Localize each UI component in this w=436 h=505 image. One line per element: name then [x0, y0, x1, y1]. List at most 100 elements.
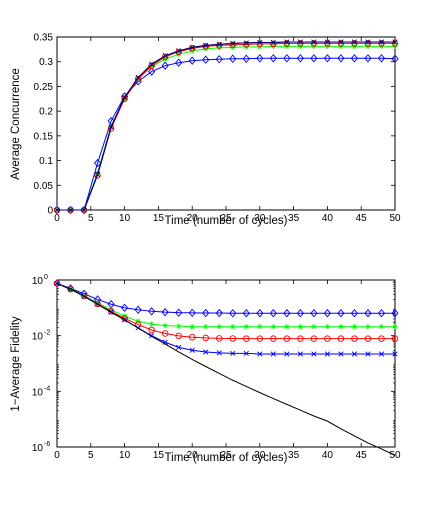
- data-point-circle: [310, 40, 318, 47]
- data-point-star: [230, 324, 236, 330]
- data-point-star: [270, 324, 276, 330]
- data-point-x: [392, 351, 398, 357]
- data-point-diamond: [391, 54, 399, 63]
- data-point-circle: [161, 53, 169, 61]
- x-tick-label: 40: [322, 213, 334, 224]
- data-point-circle: [134, 75, 142, 83]
- data-point-x: [378, 39, 385, 45]
- data-point-diamond: [66, 205, 75, 215]
- data-point-x: [176, 344, 182, 350]
- data-point-diamond: [134, 305, 142, 314]
- x-tick-label: 20: [187, 213, 199, 224]
- series-1: [54, 43, 398, 213]
- data-point-x: [324, 39, 331, 45]
- data-point-x: [203, 349, 209, 355]
- y-tick-label: 0.15: [34, 131, 54, 142]
- data-point-diamond: [256, 54, 264, 63]
- data-point-star: [351, 324, 358, 330]
- fidelity-axes-frame: [56, 279, 396, 448]
- concurrence-y-ticks: 0 0.05 0.1 0.15 0.2 0.25 0.3 0.35: [34, 33, 395, 217]
- y-tick-label: 0.05: [34, 181, 54, 192]
- data-point-circle: [391, 335, 399, 342]
- data-point-circle: [337, 40, 345, 47]
- series-4: [56, 283, 396, 456]
- data-point-x: [216, 350, 222, 356]
- x-tick-label: 5: [88, 213, 94, 224]
- data-point-x: [311, 351, 317, 357]
- data-point-star: [216, 324, 222, 330]
- data-point-circle: [270, 335, 277, 342]
- data-point-circle: [391, 40, 399, 47]
- data-point-circle: [256, 40, 264, 48]
- fidelity-series: [53, 279, 399, 456]
- data-point-circle: [161, 330, 169, 337]
- concurrence-series: [53, 39, 399, 215]
- series-2: [53, 40, 399, 214]
- y-tick-label: 0.35: [34, 33, 54, 44]
- data-point-diamond: [175, 58, 183, 67]
- data-point-diamond: [188, 56, 196, 65]
- y-tick-exponent: -6: [44, 441, 50, 448]
- data-point-circle: [229, 335, 237, 342]
- x-tick-label: 15: [153, 450, 165, 461]
- data-point-x: [216, 41, 222, 48]
- y-tick-exponent: 0: [44, 274, 48, 281]
- data-point-circle: [378, 40, 385, 47]
- series-3: [57, 41, 395, 211]
- data-point-x: [189, 347, 195, 353]
- data-point-x: [311, 39, 317, 45]
- data-point-x: [338, 39, 344, 45]
- data-point-diamond: [53, 279, 61, 288]
- data-point-circle: [202, 43, 209, 50]
- series-2: [53, 280, 399, 342]
- data-point-x: [284, 39, 290, 45]
- fidelity-x-ticks: 0 5 10 15 20 25 30 35 40 45 50: [54, 280, 401, 461]
- data-point-diamond: [256, 309, 264, 318]
- data-point-diamond: [242, 54, 250, 63]
- data-point-x: [351, 39, 358, 45]
- data-point-circle: [351, 40, 358, 47]
- data-point-circle: [80, 292, 88, 300]
- fidelity-y-axis-label: 1−Average Fidelity: [10, 316, 22, 412]
- data-point-diamond: [364, 54, 372, 63]
- x-tick-label: 10: [119, 213, 131, 224]
- x-tick-label: 50: [389, 450, 401, 461]
- series-line: [57, 41, 395, 211]
- data-point-diamond: [283, 54, 291, 63]
- data-point-circle: [107, 125, 115, 132]
- data-point-x: [257, 39, 263, 46]
- data-point-star: [176, 323, 182, 329]
- concurrence-x-ticks: 0 5 10 15 20 25 30 35 40 45 50: [54, 37, 401, 224]
- data-point-star: [162, 322, 168, 329]
- data-point-star: [149, 64, 155, 70]
- data-point-circle: [310, 335, 318, 342]
- data-point-diamond: [229, 309, 237, 318]
- data-point-star: [243, 324, 249, 330]
- series-3: [54, 280, 398, 357]
- concurrence-panel: 0 5 10 15 20 25 30 35 40 45 50 0 0.05 0.1 0.15 0.2 0.25…: [10, 33, 401, 228]
- data-point-circle: [67, 285, 74, 293]
- data-point-diamond: [310, 54, 318, 63]
- y-tick-label: 0: [47, 206, 53, 217]
- data-point-star: [324, 324, 330, 330]
- y-tick-base: 10: [32, 276, 44, 287]
- data-point-circle: [324, 40, 331, 47]
- concurrence-axes-frame: [56, 36, 396, 211]
- data-point-diamond: [310, 309, 318, 318]
- y-tick-label: 10: [32, 443, 44, 454]
- x-tick-label: 40: [322, 450, 334, 461]
- data-point-circle: [364, 335, 372, 342]
- data-point-star: [284, 324, 290, 330]
- series-line: [57, 45, 395, 211]
- data-point-x: [338, 351, 344, 357]
- data-point-diamond: [377, 54, 386, 63]
- data-point-diamond: [337, 54, 345, 63]
- data-point-star: [149, 321, 155, 327]
- data-point-star: [257, 324, 263, 330]
- x-tick-label: 50: [389, 213, 401, 224]
- data-point-diamond: [161, 61, 169, 70]
- data-point-circle: [337, 335, 345, 342]
- data-point-diamond: [269, 309, 277, 318]
